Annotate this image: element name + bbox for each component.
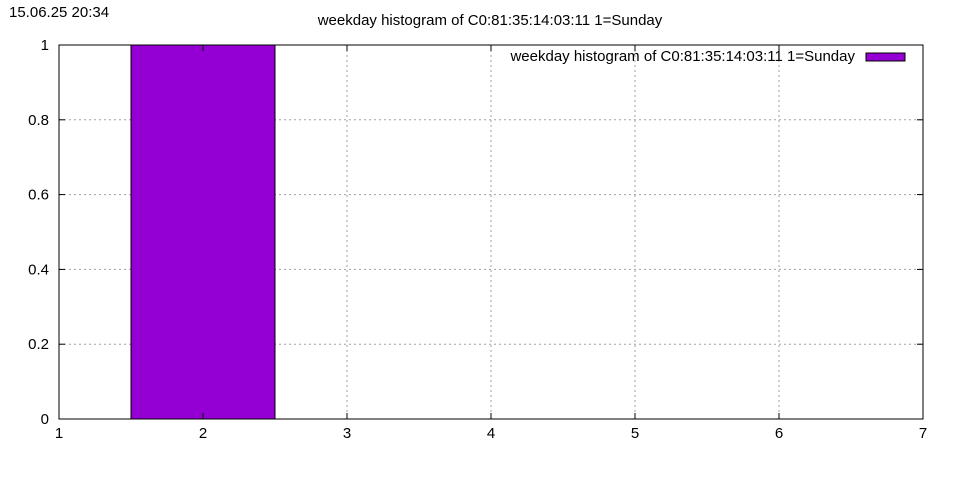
- legend-label: weekday histogram of C0:81:35:14:03:11 1…: [509, 48, 855, 65]
- ticks: 1 2 3 4 5 6 7 0 0.2 0.4 0.6 0.8 1: [28, 37, 927, 442]
- y-tick-label: 1: [41, 37, 49, 54]
- timestamp: 15.06.25 20:34: [9, 4, 110, 21]
- y-tick-label: 0: [41, 411, 49, 428]
- legend: weekday histogram of C0:81:35:14:03:11 1…: [509, 48, 906, 65]
- bars: [130, 44, 276, 420]
- y-tick-label: 0.2: [28, 336, 49, 353]
- x-tick-label: 1: [55, 425, 63, 442]
- x-tick-label: 2: [199, 425, 207, 442]
- x-tick-label: 7: [919, 425, 927, 442]
- chart-title: weekday histogram of C0:81:35:14:03:11 1…: [317, 12, 663, 29]
- y-tick-label: 0.6: [28, 187, 49, 204]
- x-tick-label: 4: [487, 425, 495, 442]
- x-tick-label: 5: [631, 425, 639, 442]
- x-tick-label: 6: [775, 425, 783, 442]
- y-tick-label: 0.8: [28, 112, 49, 129]
- histogram-bar: [130, 44, 276, 420]
- x-tick-label: 3: [343, 425, 351, 442]
- legend-swatch: [865, 52, 906, 62]
- grid-lines: [59, 45, 923, 419]
- y-tick-label: 0.4: [28, 261, 49, 278]
